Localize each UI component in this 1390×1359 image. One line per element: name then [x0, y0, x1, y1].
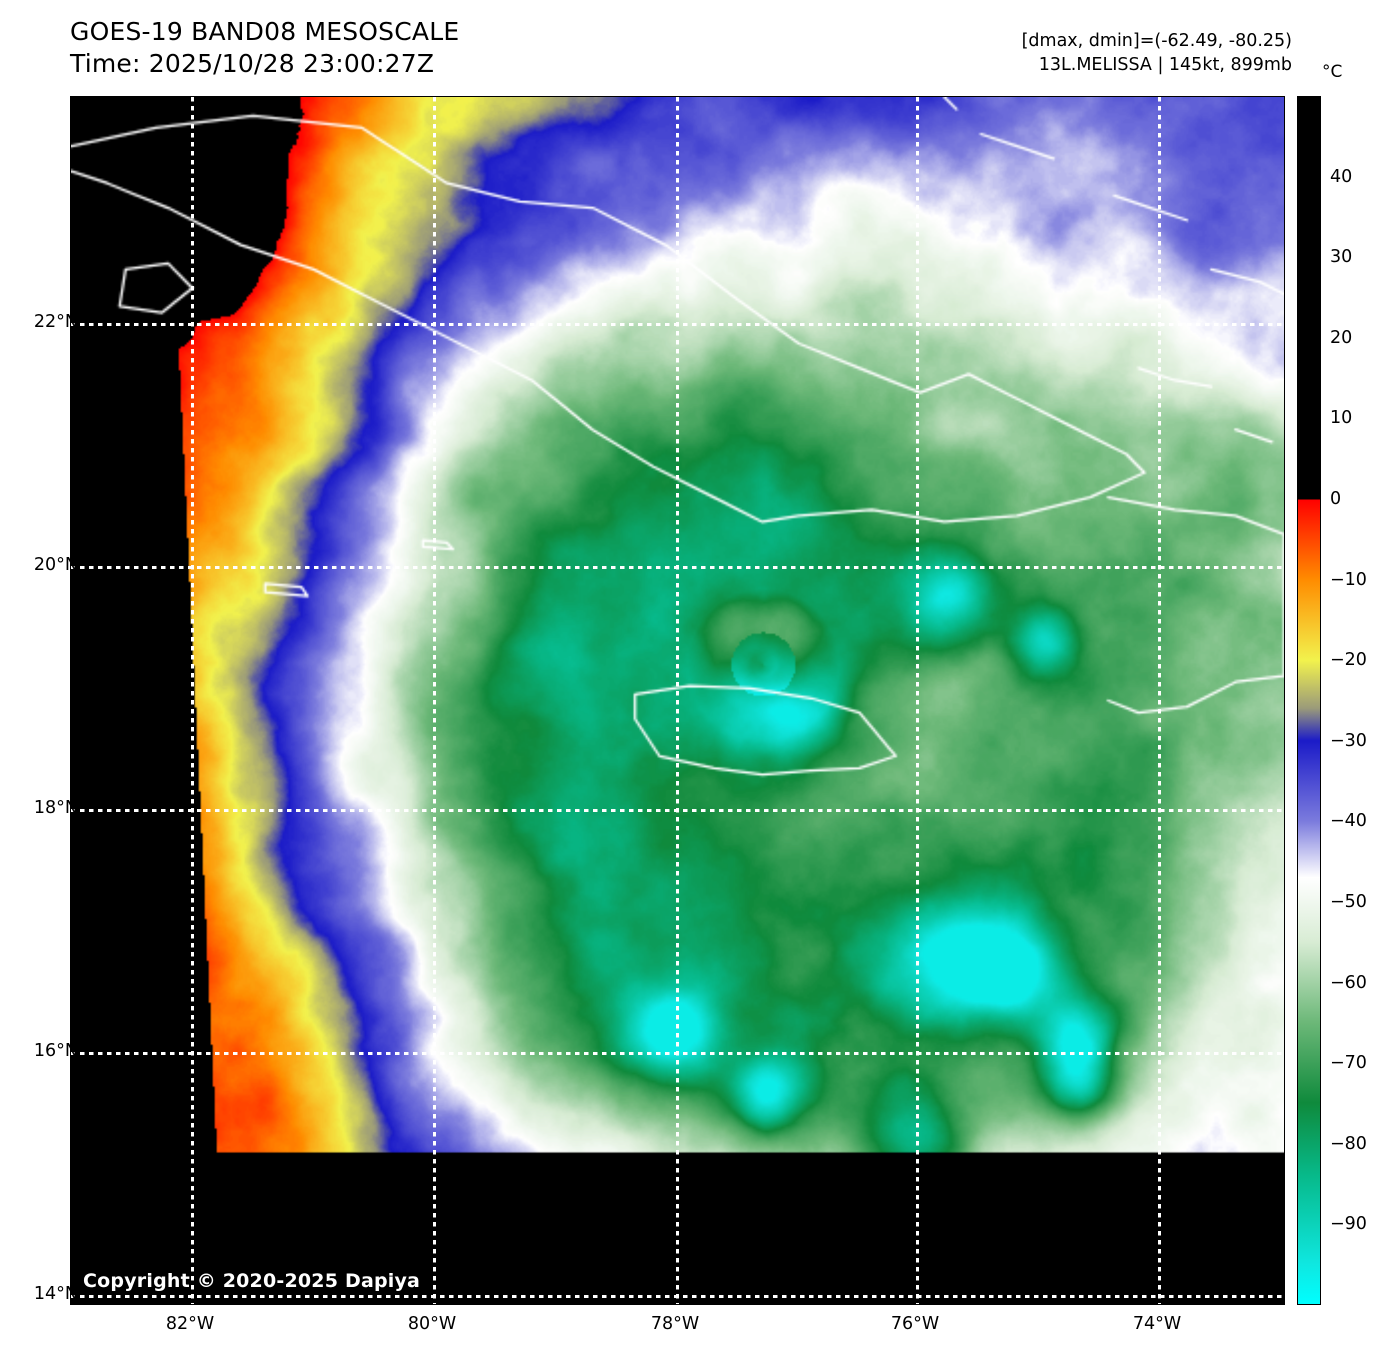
colorbar-tick-label: 0: [1330, 489, 1342, 509]
page-title: GOES-19 BAND08 MESOSCALE: [70, 17, 460, 46]
colorbar-tick-label: −40: [1330, 811, 1367, 832]
x-axis-tick-label: 80°W: [407, 1314, 457, 1334]
x-axis-tick-label: 76°W: [890, 1314, 940, 1334]
metadata-block: [dmax, dmin]=(-62.49, -80.25) 13L.MELISS…: [1022, 30, 1292, 77]
y-axis-tick-label: 20°N: [33, 555, 78, 575]
colorbar-tick-label: 30: [1330, 247, 1353, 268]
colorbar-tick-label: −80: [1330, 1133, 1367, 1154]
y-axis-tick-label: 14°N: [33, 1284, 78, 1304]
colorbar: [1297, 96, 1321, 1305]
x-axis-tick-label: 78°W: [650, 1314, 700, 1334]
colorbar-tick-label: 10: [1330, 408, 1353, 429]
y-axis-tick-label: 18°N: [33, 798, 78, 818]
satellite-image-plot: Copyright © 2020-2025 Dapiya: [70, 96, 1285, 1305]
satellite-imagery-canvas: [71, 97, 1284, 1304]
title-block: GOES-19 BAND08 MESOSCALE Time: 2025/10/2…: [70, 16, 459, 80]
colorbar-tick-label: −10: [1330, 569, 1367, 590]
x-axis-tick-label: 74°W: [1132, 1314, 1182, 1334]
colorbar-gradient: [1298, 97, 1320, 1304]
storm-info-label: 13L.MELISSA | 145kt, 899mb: [1038, 54, 1292, 75]
colorbar-tick-label: −70: [1330, 1053, 1367, 1074]
colorbar-tick-label: 40: [1330, 166, 1353, 187]
copyright-label: Copyright © 2020-2025 Dapiya: [83, 1270, 421, 1292]
colorbar-unit-label: °C: [1322, 62, 1343, 82]
colorbar-tick-label: 20: [1330, 327, 1353, 348]
y-axis-tick-label: 22°N: [33, 312, 78, 332]
colorbar-tick-label: −20: [1330, 650, 1367, 671]
colorbar-tick-label: −90: [1330, 1214, 1367, 1235]
y-axis-tick-label: 16°N: [33, 1041, 78, 1061]
colorbar-frame: [1297, 96, 1321, 1305]
colorbar-tick-label: −60: [1330, 972, 1367, 993]
colorbar-tick-label: −50: [1330, 892, 1367, 912]
data-range-label: [dmax, dmin]=(-62.49, -80.25): [1021, 31, 1292, 51]
x-axis-tick-label: 82°W: [165, 1314, 215, 1334]
colorbar-tick-label: −30: [1330, 730, 1367, 751]
timestamp: Time: 2025/10/28 23:00:27Z: [70, 49, 435, 78]
